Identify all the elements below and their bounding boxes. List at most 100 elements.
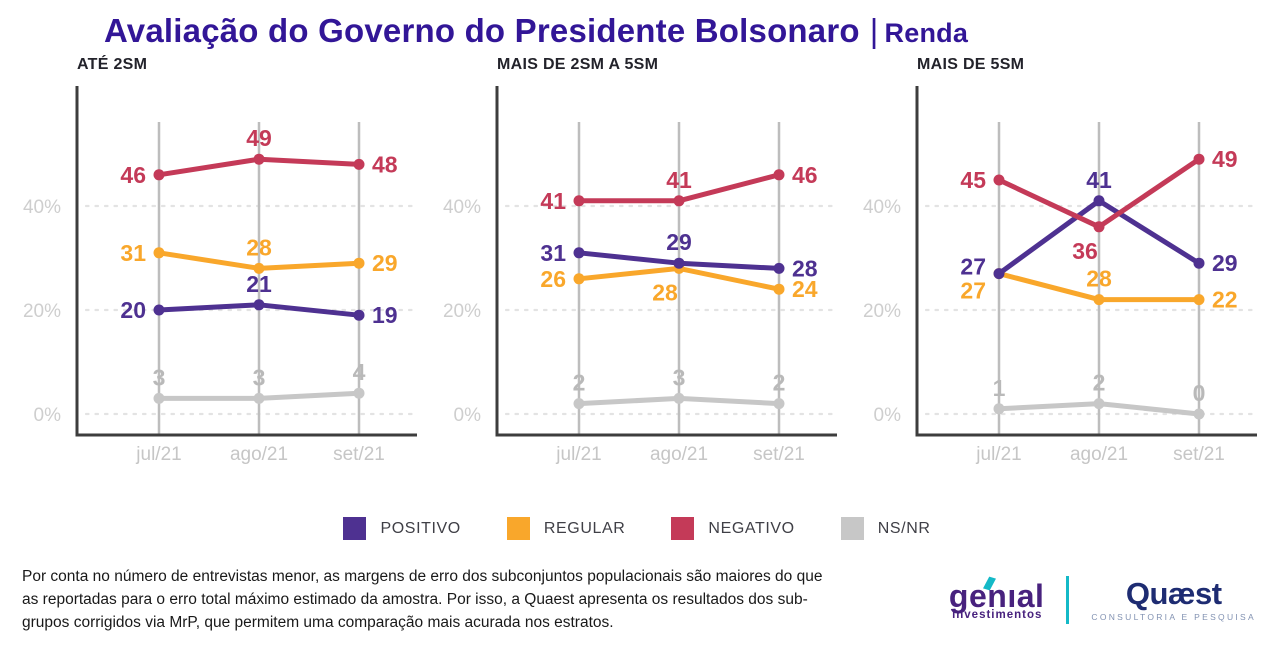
value-label-positivo: 31	[540, 240, 566, 266]
line-chart-ate-2sm: 0% 20% 40% jul/21 ago/21 set/21 3 3 4 31 28 29 20 21 1…	[14, 74, 426, 469]
value-label-nsnr: 2	[773, 370, 786, 396]
series-point-negativo	[573, 195, 585, 207]
series-point-nsnr	[153, 392, 165, 404]
value-label-nsnr: 3	[673, 364, 686, 390]
series-point-nsnr	[673, 392, 685, 404]
value-label-positivo: 29	[1212, 250, 1238, 276]
value-label-positivo: 21	[246, 271, 272, 297]
value-label-regular: 28	[246, 234, 272, 260]
page-title-separator: |	[869, 12, 879, 49]
value-label-regular: 26	[540, 266, 566, 292]
line-chart-mais-5sm: 0% 20% 40% jul/21 ago/21 set/21 1 2 0 27 28 22 27 41 2…	[854, 74, 1266, 469]
value-label-positivo: 27	[960, 254, 986, 280]
logos: genıal investimentos Quæst CONSULTORIA E…	[948, 576, 1256, 625]
series-point-negativo	[673, 195, 685, 207]
series-point-regular	[773, 283, 785, 295]
series-point-positivo	[1193, 257, 1205, 269]
genial-logo: genıal investimentos	[948, 576, 1045, 621]
series-point-positivo	[573, 247, 585, 259]
series-point-negativo	[993, 174, 1005, 186]
value-label-nsnr: 1	[993, 375, 1006, 401]
nsnr-swatch-icon	[840, 517, 864, 540]
x-tick-label: jul/21	[555, 444, 601, 465]
y-tick-label: 20%	[443, 301, 481, 322]
value-label-positivo: 28	[792, 255, 818, 281]
page-title-main: Avaliação do Governo do Presidente Bolso…	[104, 12, 860, 49]
page-title: Avaliação do Governo do Presidente Bolso…	[104, 12, 1274, 50]
series-point-negativo	[773, 169, 785, 181]
x-tick-label: jul/21	[135, 444, 181, 465]
footnote-line: as reportadas para o erro total máximo e…	[22, 590, 808, 608]
line-chart-2sm-a-5sm: 0% 20% 40% jul/21 ago/21 set/21 2 3 2 26 28 24 31 29 2…	[434, 74, 846, 469]
chart-panel-2sm-a-5sm: MAIS DE 2SM A 5SM 0% 20% 40% jul/21 ago/21 se…	[434, 56, 846, 469]
series-point-nsnr	[253, 392, 265, 404]
y-tick-label: 40%	[23, 197, 61, 218]
quaest-logo-tagline: CONSULTORIA E PESQUISA	[1091, 612, 1256, 623]
x-tick-label: ago/21	[650, 444, 708, 465]
x-tick-label: jul/21	[975, 444, 1021, 465]
value-label-negativo: 41	[666, 167, 692, 193]
series-point-nsnr	[993, 403, 1005, 415]
x-tick-label: set/21	[1173, 444, 1225, 465]
x-tick-label: ago/21	[230, 444, 288, 465]
series-point-nsnr	[1193, 408, 1205, 420]
value-label-negativo: 48	[372, 151, 398, 177]
series-point-negativo	[1093, 221, 1105, 233]
series-point-positivo	[993, 268, 1005, 280]
charts-row: ATÉ 2SM 0% 20% 40% jul/21 ago/21 set/21 3 3 4 31 2…	[0, 56, 1274, 469]
value-label-nsnr: 0	[1193, 380, 1206, 406]
series-point-nsnr	[573, 398, 585, 410]
value-label-regular: 24	[792, 276, 818, 302]
value-label-negativo: 46	[120, 162, 146, 188]
value-label-negativo: 49	[246, 125, 272, 151]
series-point-positivo	[673, 257, 685, 269]
y-tick-label: 0%	[34, 405, 62, 426]
series-point-regular	[1093, 294, 1105, 306]
value-label-nsnr: 3	[153, 364, 166, 390]
legend-item-regular: REGULAR	[506, 517, 626, 540]
negativo-swatch-icon	[671, 517, 695, 540]
value-label-regular: 28	[1086, 266, 1112, 292]
legend-item-label: NEGATIVO	[708, 519, 795, 537]
value-label-regular: 31	[120, 240, 146, 266]
y-tick-label: 20%	[23, 301, 61, 322]
value-label-negativo: 49	[1212, 146, 1238, 172]
legend-item-label: POSITIVO	[380, 519, 461, 537]
value-label-positivo: 29	[666, 229, 692, 255]
series-point-positivo	[253, 299, 265, 311]
series-point-regular	[1193, 294, 1205, 306]
panel-title: ATÉ 2SM	[77, 56, 148, 73]
value-label-nsnr: 3	[253, 364, 266, 390]
value-label-regular: 28	[652, 279, 678, 305]
y-tick-label: 0%	[874, 405, 902, 426]
quaest-logo: Quæst CONSULTORIA E PESQUISA	[1091, 578, 1256, 622]
positivo-swatch-icon	[343, 517, 367, 540]
y-tick-label: 40%	[863, 197, 901, 218]
genial-logo-tagline: investimentos	[952, 608, 1043, 621]
genial-logo-name: genıal	[948, 576, 1045, 614]
legend-item-label: NS/NR	[877, 519, 931, 537]
series-point-regular	[153, 247, 165, 259]
chart-panel-ate-2sm: ATÉ 2SM 0% 20% 40% jul/21 ago/21 set/21 3 3 4 31 2…	[14, 56, 426, 469]
series-point-positivo	[153, 304, 165, 316]
series-point-regular	[573, 273, 585, 285]
logo-separator	[1066, 576, 1070, 625]
page-footer: Por conta no número de entrevistas menor…	[0, 566, 1274, 634]
legend-item-negativo: NEGATIVO	[671, 517, 794, 540]
panel-title: MAIS DE 2SM A 5SM	[497, 56, 659, 73]
x-tick-label: set/21	[333, 444, 385, 465]
series-point-negativo	[1193, 153, 1205, 165]
value-label-regular: 22	[1212, 287, 1238, 313]
value-label-negativo: 36	[1072, 238, 1098, 264]
value-label-negativo: 41	[540, 188, 566, 214]
panel-title: MAIS DE 5SM	[917, 56, 1025, 73]
series-point-regular	[253, 262, 265, 274]
y-tick-label: 20%	[863, 301, 901, 322]
value-label-positivo: 19	[372, 302, 398, 328]
series-point-negativo	[153, 169, 165, 181]
value-label-nsnr: 2	[1093, 370, 1106, 396]
value-label-nsnr: 2	[573, 370, 586, 396]
value-label-negativo: 45	[960, 167, 986, 193]
footnote-line: Por conta no número de entrevistas menor…	[22, 568, 823, 585]
